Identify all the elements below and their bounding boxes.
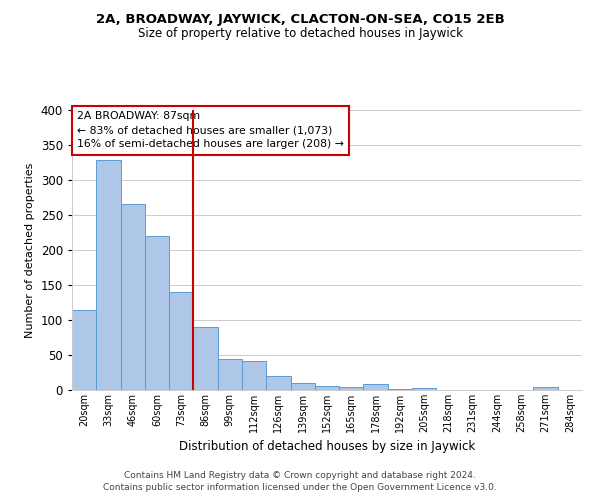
Bar [72,310,96,390]
Text: 2A BROADWAY: 87sqm
← 83% of detached houses are smaller (1,073)
16% of semi-deta: 2A BROADWAY: 87sqm ← 83% of detached hou… [77,112,344,150]
Bar [266,376,290,390]
Bar [145,236,169,390]
Bar [96,160,121,390]
Bar [169,292,193,390]
Bar [412,388,436,390]
Bar [242,360,266,390]
Text: Contains HM Land Registry data © Crown copyright and database right 2024.: Contains HM Land Registry data © Crown c… [124,471,476,480]
Bar [533,386,558,390]
Text: Size of property relative to detached houses in Jaywick: Size of property relative to detached ho… [137,28,463,40]
Text: Contains public sector information licensed under the Open Government Licence v3: Contains public sector information licen… [103,484,497,492]
Bar [290,383,315,390]
Bar [364,384,388,390]
Y-axis label: Number of detached properties: Number of detached properties [25,162,35,338]
Bar [388,388,412,390]
Bar [193,327,218,390]
Bar [218,358,242,390]
Text: 2A, BROADWAY, JAYWICK, CLACTON-ON-SEA, CO15 2EB: 2A, BROADWAY, JAYWICK, CLACTON-ON-SEA, C… [95,12,505,26]
Bar [121,204,145,390]
Bar [339,386,364,390]
X-axis label: Distribution of detached houses by size in Jaywick: Distribution of detached houses by size … [179,440,475,454]
Bar [315,386,339,390]
